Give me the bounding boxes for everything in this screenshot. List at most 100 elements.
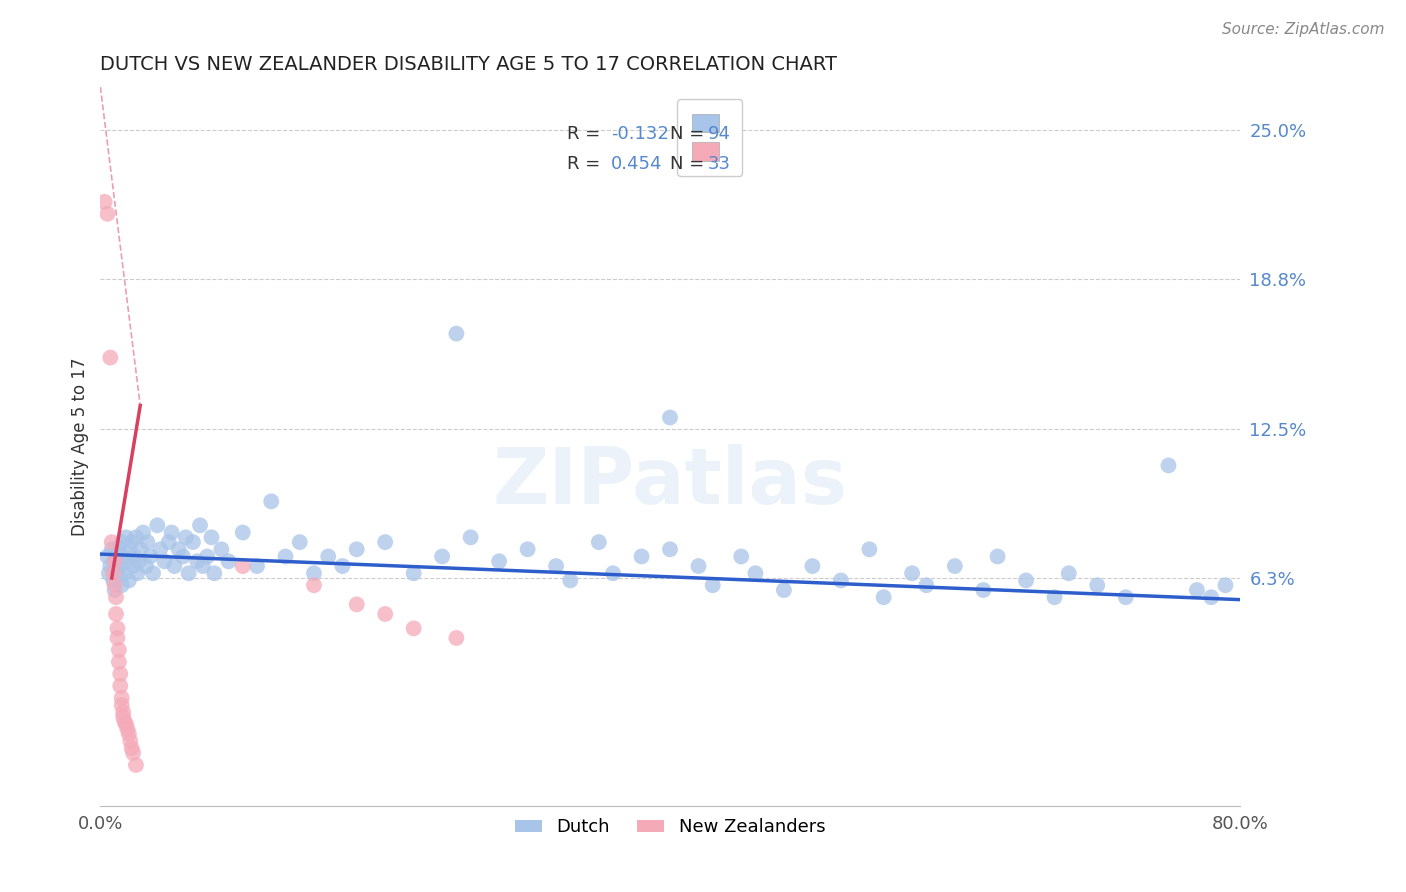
Point [96,549,118,564]
Point [588,535,610,549]
Point [121,535,143,549]
Point [117,722,139,736]
Text: N =: N = [671,154,710,173]
Point [100,535,122,549]
Point [730,549,752,564]
Point [177,566,200,581]
Y-axis label: Disability Age 5 to 17: Disability Age 5 to 17 [72,357,89,535]
Point [302,578,325,592]
Text: R =: R = [568,154,606,173]
Text: DUTCH VS NEW ZEALANDER DISABILITY AGE 5 TO 17 CORRELATION CHART: DUTCH VS NEW ZEALANDER DISABILITY AGE 5 … [100,55,838,74]
Point [107,566,129,581]
Point [160,525,183,540]
Point [274,549,297,564]
Point [149,542,172,557]
Point [630,549,652,564]
Text: 94: 94 [707,125,731,143]
Point [110,559,132,574]
Point [100,542,122,557]
Point [96,207,118,221]
Point [943,559,966,574]
Point [744,566,766,581]
Point [402,621,425,635]
Point [174,530,197,544]
Point [987,549,1010,564]
Point [132,525,155,540]
Point [659,410,682,425]
Point [146,518,169,533]
Point [602,566,624,581]
Point [101,566,124,581]
Point [115,717,138,731]
Point [105,591,128,605]
Point [801,559,824,574]
Point [218,554,240,568]
Point [374,535,396,549]
Point [402,566,425,581]
Point [142,566,165,581]
Point [139,549,162,564]
Point [260,494,283,508]
Text: R =: R = [568,125,606,143]
Point [1085,578,1108,592]
Point [107,631,129,645]
Point [195,549,218,564]
Point [374,607,396,621]
Point [125,758,148,772]
Point [157,535,180,549]
Point [112,549,135,564]
Point [104,578,127,592]
Point [115,530,138,544]
Point [111,578,134,592]
Point [153,554,176,568]
Text: 0.454: 0.454 [610,154,662,173]
Point [186,554,208,568]
Point [118,727,141,741]
Point [316,549,339,564]
Point [110,679,132,693]
Text: ZIPatlas: ZIPatlas [492,444,848,520]
Point [488,554,510,568]
Point [446,631,468,645]
Point [1057,566,1080,581]
Point [105,549,128,564]
Point [111,698,134,712]
Point [1015,574,1038,588]
Text: 33: 33 [707,154,731,173]
Point [127,566,149,581]
Point [117,554,139,568]
Point [114,714,136,729]
Point [118,542,141,557]
Point [232,559,254,574]
Point [136,535,159,549]
Point [107,621,129,635]
Point [830,574,852,588]
Point [773,582,796,597]
Point [129,542,152,557]
Point [209,542,232,557]
Point [191,559,214,574]
Point [1215,578,1237,592]
Legend: Dutch, New Zealanders: Dutch, New Zealanders [508,811,832,844]
Point [93,194,115,209]
Point [120,734,142,748]
Point [560,574,582,588]
Point [114,566,136,581]
Point [446,326,468,341]
Point [659,542,682,557]
Point [121,741,143,756]
Point [108,643,131,657]
Point [163,559,186,574]
Text: N =: N = [671,125,710,143]
Point [1199,591,1222,605]
Point [546,559,568,574]
Point [128,554,150,568]
Point [858,542,880,557]
Point [122,559,145,574]
Point [111,535,134,549]
Point [460,530,482,544]
Point [202,566,225,581]
Point [901,566,924,581]
Point [104,554,127,568]
Text: Source: ZipAtlas.com: Source: ZipAtlas.com [1222,22,1385,37]
